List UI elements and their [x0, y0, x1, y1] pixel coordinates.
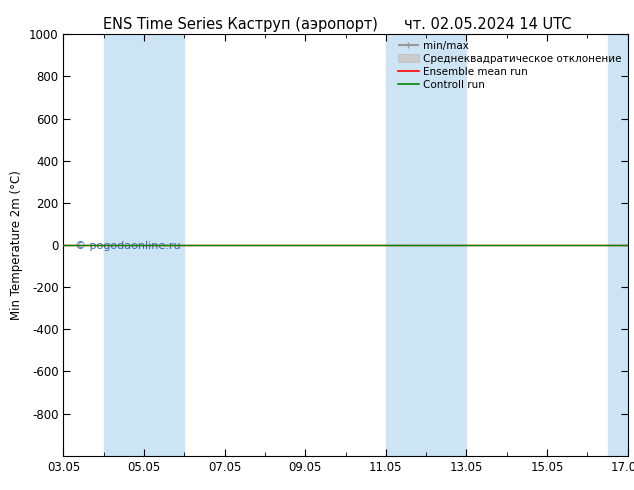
Text: чт. 02.05.2024 14 UTC: чт. 02.05.2024 14 UTC — [404, 17, 572, 32]
Bar — [104, 34, 184, 456]
Bar — [386, 34, 467, 456]
Legend: min/max, Среднеквадратическое отклонение, Ensemble mean run, Controll run: min/max, Среднеквадратическое отклонение… — [394, 36, 626, 94]
Text: ENS Time Series Каструп (аэропорт): ENS Time Series Каструп (аэропорт) — [103, 17, 378, 32]
Y-axis label: Min Temperature 2m (°C): Min Temperature 2m (°C) — [10, 170, 23, 320]
Text: © pogodaonline.ru: © pogodaonline.ru — [75, 241, 180, 251]
Bar — [607, 34, 628, 456]
